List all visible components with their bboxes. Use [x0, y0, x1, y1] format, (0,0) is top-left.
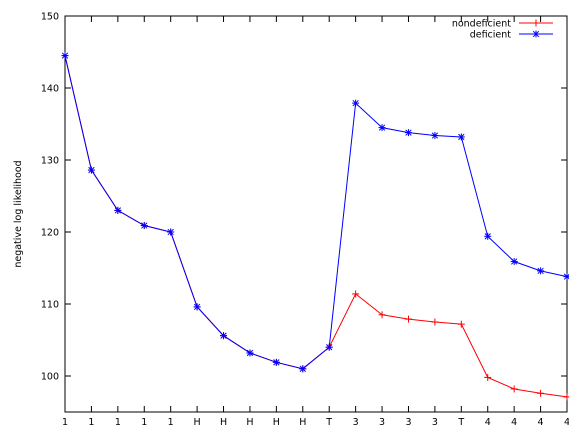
data-point-deficient — [246, 349, 254, 357]
data-point-nondeficient — [352, 290, 360, 298]
x-tick-label: 4 — [564, 417, 569, 427]
data-point-deficient — [404, 129, 412, 137]
x-tick-label: 1 — [168, 417, 174, 427]
x-tick-label: T — [325, 417, 332, 427]
data-point-nondeficient — [537, 389, 545, 397]
x-tick-label: 1 — [62, 417, 68, 427]
plot-frame — [64, 15, 568, 413]
data-point-deficient — [378, 124, 386, 132]
legend-label-nondeficient: nondeficient — [452, 19, 511, 30]
series-nondeficient — [61, 52, 569, 401]
series-deficient — [61, 52, 569, 373]
x-tick-label: H — [246, 417, 253, 427]
x-tick-label: 1 — [115, 417, 121, 427]
x-tick-label: H — [299, 417, 306, 427]
data-point-deficient — [220, 332, 228, 340]
data-point-deficient — [352, 99, 360, 107]
y-tick-label: 140 — [41, 84, 59, 95]
y-tick-label: 120 — [41, 228, 59, 239]
x-tick-label: 1 — [141, 417, 147, 427]
data-point-nondeficient — [510, 385, 518, 393]
y-tick-label: 130 — [41, 156, 59, 167]
x-tick-label: 1 — [88, 417, 94, 427]
x-tick-label: H — [273, 417, 280, 427]
legend-marker-deficient — [532, 30, 540, 38]
data-point-deficient — [510, 258, 518, 266]
data-point-deficient — [325, 343, 333, 351]
data-point-deficient — [140, 222, 148, 230]
data-point-nondeficient — [563, 393, 569, 401]
data-point-deficient — [272, 358, 280, 366]
series-layer — [61, 52, 569, 401]
data-point-deficient — [114, 206, 122, 214]
legend-label-deficient: deficient — [470, 30, 512, 41]
x-axis-ticks: 1 1 1 1 1 H H H H H T 3 3 3 3 T 4 4 4 4 — [62, 16, 569, 427]
x-tick-label: 3 — [379, 417, 385, 427]
series-line-nondeficient — [64, 55, 568, 398]
data-point-nondeficient — [484, 373, 492, 381]
x-tick-label: 3 — [405, 417, 411, 427]
x-tick-label: 4 — [538, 417, 544, 427]
x-tick-label: 4 — [511, 417, 517, 427]
x-tick-label: H — [194, 417, 201, 427]
data-point-deficient — [193, 303, 201, 311]
data-point-nondeficient — [378, 311, 386, 319]
data-point-deficient — [87, 166, 95, 174]
data-point-deficient — [537, 267, 545, 275]
x-tick-label: H — [220, 417, 227, 427]
series-line-deficient — [64, 55, 568, 370]
data-point-nondeficient — [404, 315, 412, 323]
y-tick-label: 110 — [41, 300, 59, 311]
data-point-deficient — [431, 132, 439, 140]
x-tick-label: 3 — [432, 417, 438, 427]
data-point-deficient — [484, 232, 492, 240]
data-point-deficient — [457, 133, 465, 141]
data-point-deficient — [167, 228, 175, 236]
data-point-deficient — [61, 52, 69, 60]
y-tick-label: 150 — [41, 12, 59, 23]
legend-marker-nondeficient — [532, 19, 540, 27]
x-tick-label: T — [457, 417, 464, 427]
data-point-deficient — [299, 365, 307, 373]
y-tick-label: 100 — [41, 372, 59, 383]
x-tick-label: 4 — [485, 417, 491, 427]
y-axis-title: negative log likelihood — [13, 160, 24, 267]
y-axis-ticks: 100 110 120 130 140 150 — [41, 12, 567, 383]
x-tick-label: 3 — [353, 417, 359, 427]
data-point-nondeficient — [457, 320, 465, 328]
data-point-nondeficient — [431, 318, 439, 326]
data-point-deficient — [563, 273, 569, 281]
